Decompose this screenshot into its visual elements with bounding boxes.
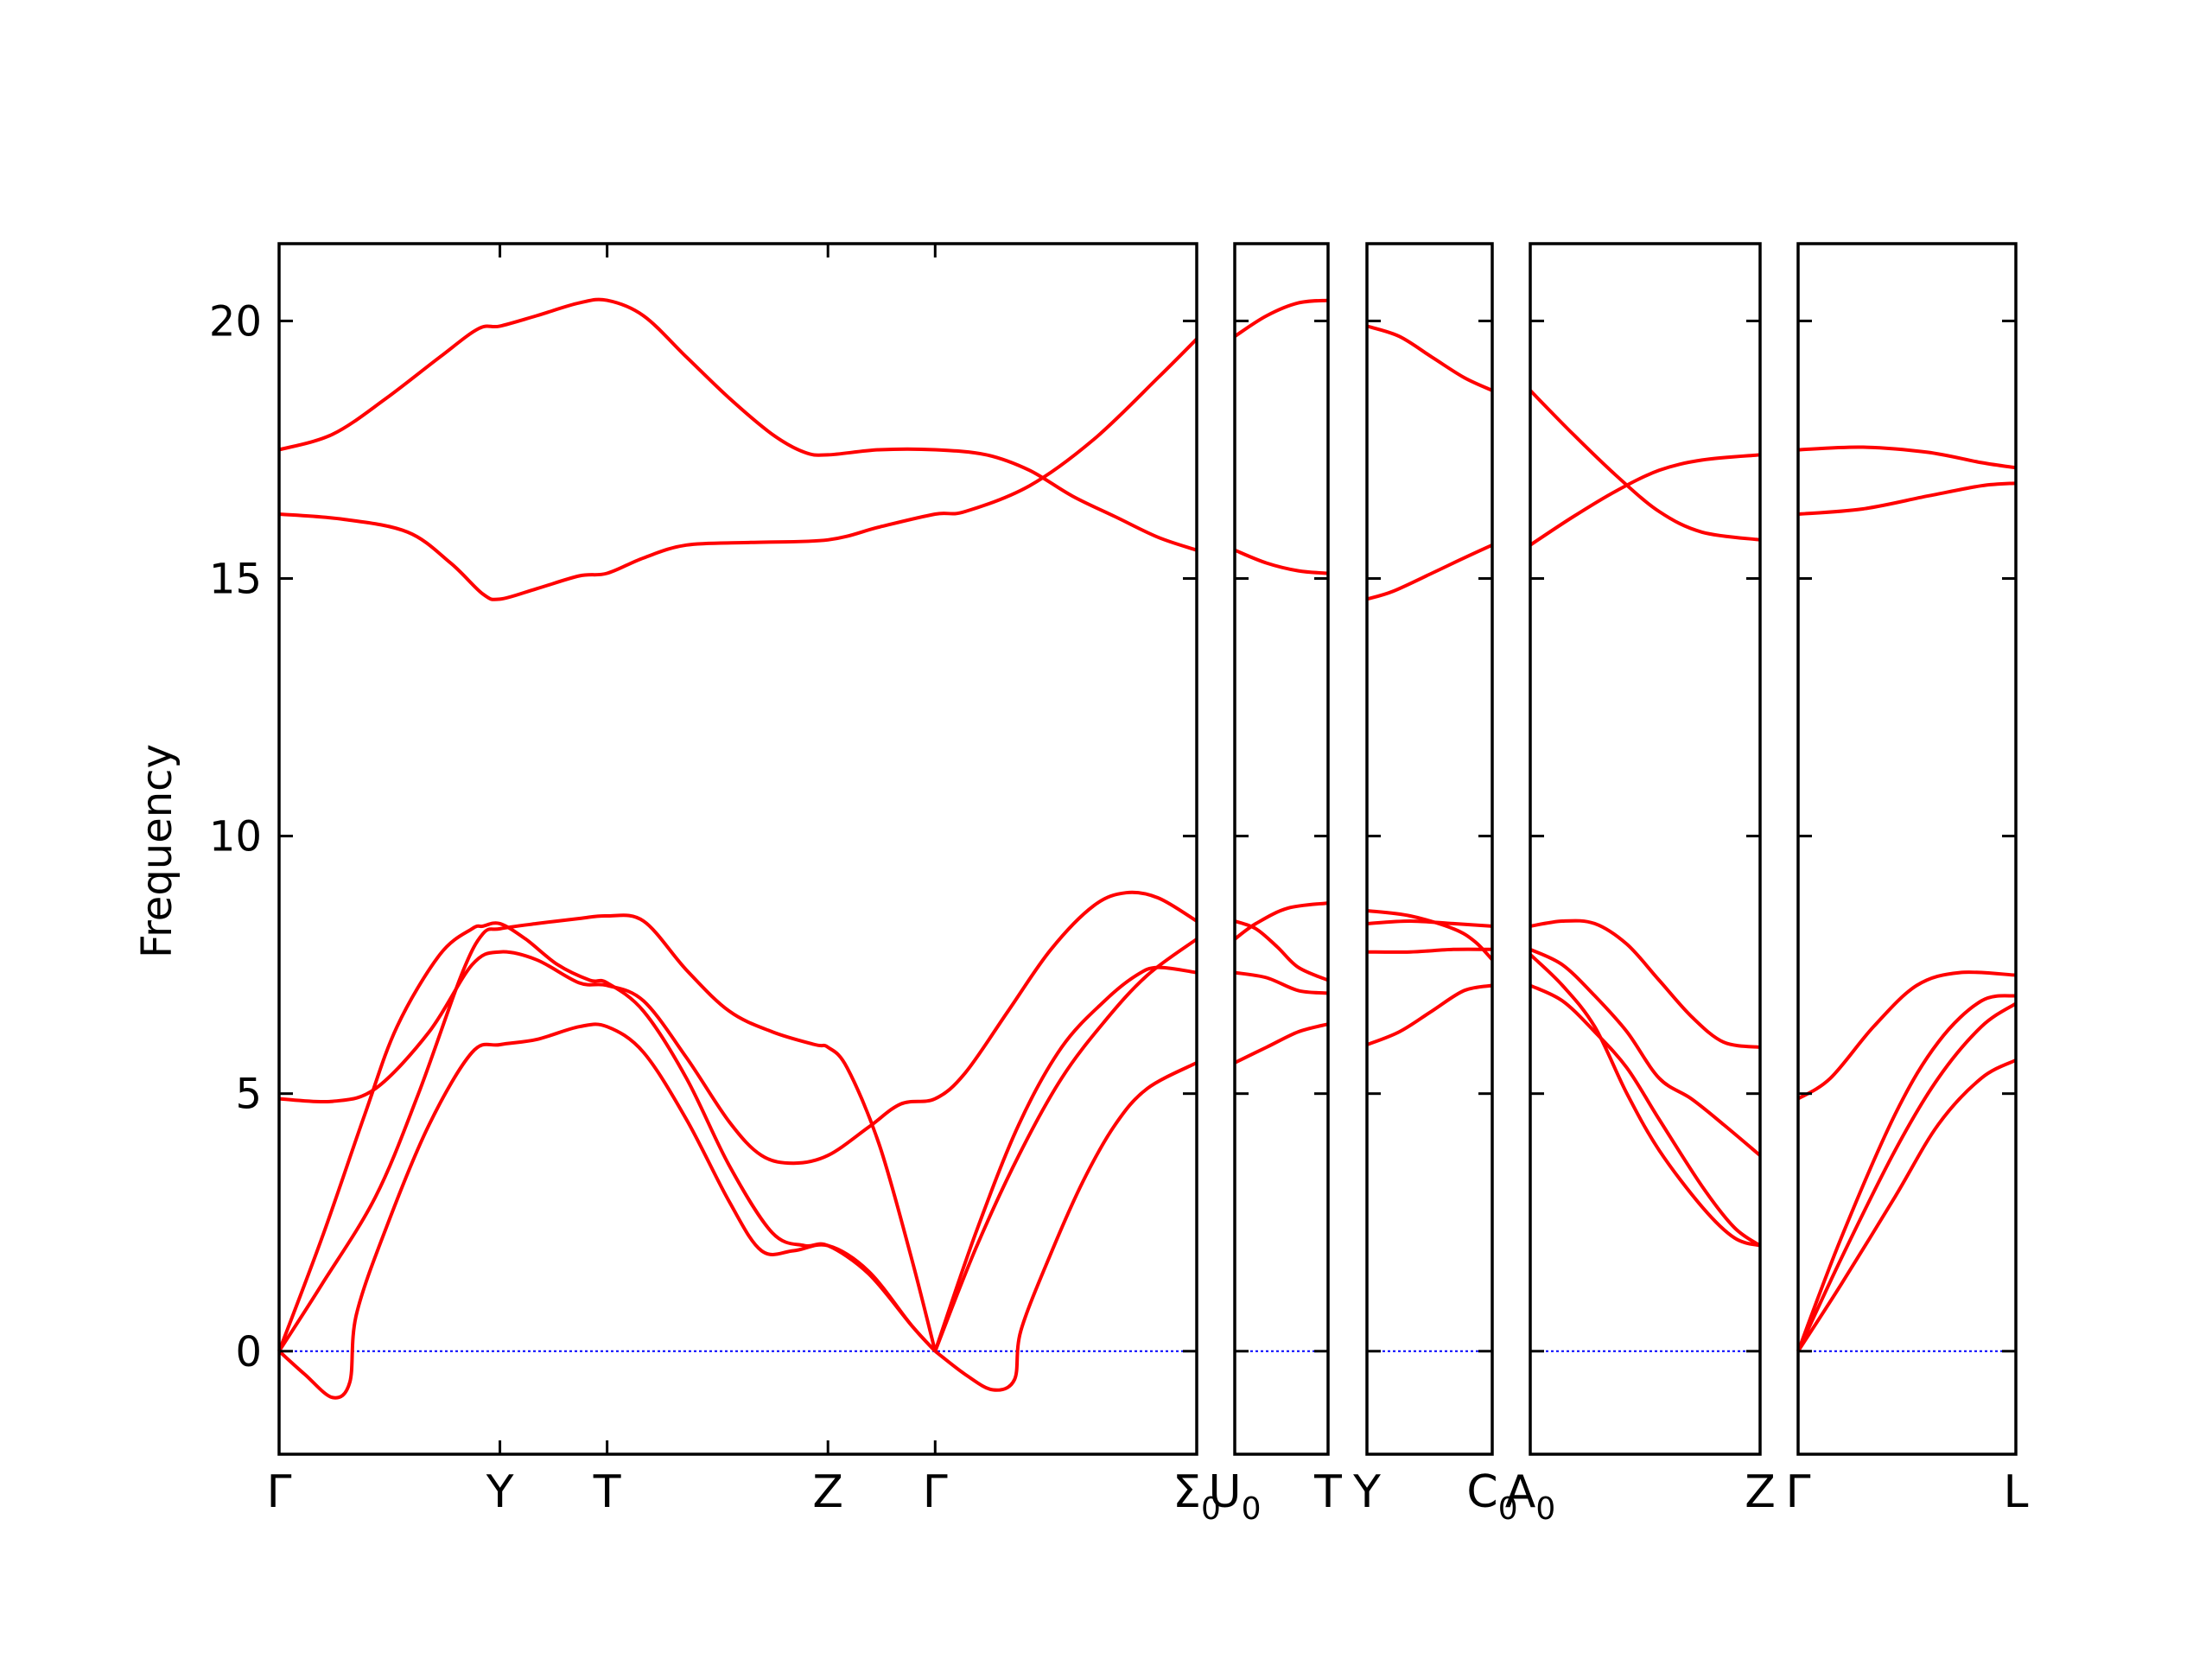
y-tick-label: 5 — [235, 1071, 262, 1119]
band-line — [278, 890, 1198, 1166]
x-tick-label: Σ0 — [1173, 1466, 1221, 1527]
x-tick-label: C0 — [1466, 1466, 1517, 1527]
band-line — [1796, 970, 2017, 1101]
band-line — [933, 938, 1198, 1352]
y-tick-label: 20 — [209, 297, 262, 346]
band-line — [1366, 919, 1493, 928]
axes-frame — [1233, 242, 1330, 1456]
band-line — [1234, 1022, 1329, 1065]
band-line — [1796, 1058, 2017, 1352]
panel-2: U0 T — [1209, 242, 1342, 1527]
x-tick-label: Y — [1352, 1466, 1381, 1518]
x-tick-label: T — [593, 1466, 621, 1518]
band-line — [1233, 298, 1329, 338]
axes-frame — [1365, 242, 1494, 1456]
band-line — [1366, 909, 1494, 962]
y-tick-label: 0 — [235, 1328, 262, 1376]
y-tick-label: 15 — [209, 556, 262, 604]
axes-frame — [1529, 242, 1762, 1456]
band-line — [1529, 453, 1761, 547]
x-tick-label: L — [2004, 1466, 2029, 1518]
x-tick-label: T — [1313, 1466, 1342, 1518]
x-tick-label: Z — [812, 1466, 843, 1518]
band-line — [934, 1061, 1198, 1392]
band-line — [1366, 324, 1493, 392]
band-line — [1366, 947, 1493, 954]
band-line — [277, 1022, 937, 1400]
x-tick-label: Γ — [267, 1466, 292, 1518]
band-line — [278, 297, 1198, 552]
x-tick-label: Γ — [1786, 1466, 1811, 1518]
panel-3: Y C0 — [1352, 242, 1518, 1527]
band-line — [1529, 953, 1761, 1248]
band-line — [1797, 481, 2017, 516]
y-tick-label: 10 — [209, 813, 262, 861]
panel-4: A0 Z — [1505, 242, 1776, 1527]
band-line — [278, 337, 1198, 601]
band-line — [1234, 970, 1329, 995]
band-line — [933, 965, 1198, 1352]
band-line — [1529, 918, 1761, 1049]
band-line — [1796, 994, 2017, 1352]
y-axis-label: Frequency — [133, 744, 181, 958]
x-tick-label: Γ — [923, 1466, 948, 1518]
x-tick-label: A0 — [1505, 1466, 1555, 1527]
x-tick-label: Z — [1745, 1466, 1776, 1518]
band-line — [1233, 901, 1329, 941]
axes-frame — [277, 242, 1198, 1456]
band-line — [1234, 548, 1329, 575]
axes-frame — [1796, 242, 2018, 1456]
band-line — [1529, 983, 1762, 1248]
band-line — [1234, 919, 1329, 982]
band-line — [1529, 389, 1761, 542]
band-line — [1796, 1001, 2018, 1352]
band-line — [277, 913, 938, 1352]
x-tick-label: U0 — [1209, 1466, 1262, 1527]
band-line — [1366, 983, 1493, 1046]
panel-1: 0 5 10 15 20 Γ Y T Z Γ Σ0 — [209, 242, 1221, 1527]
band-line — [1366, 543, 1493, 601]
band-line — [1797, 445, 2017, 470]
x-tick-label: Y — [486, 1466, 514, 1518]
band-line — [1529, 947, 1762, 1157]
